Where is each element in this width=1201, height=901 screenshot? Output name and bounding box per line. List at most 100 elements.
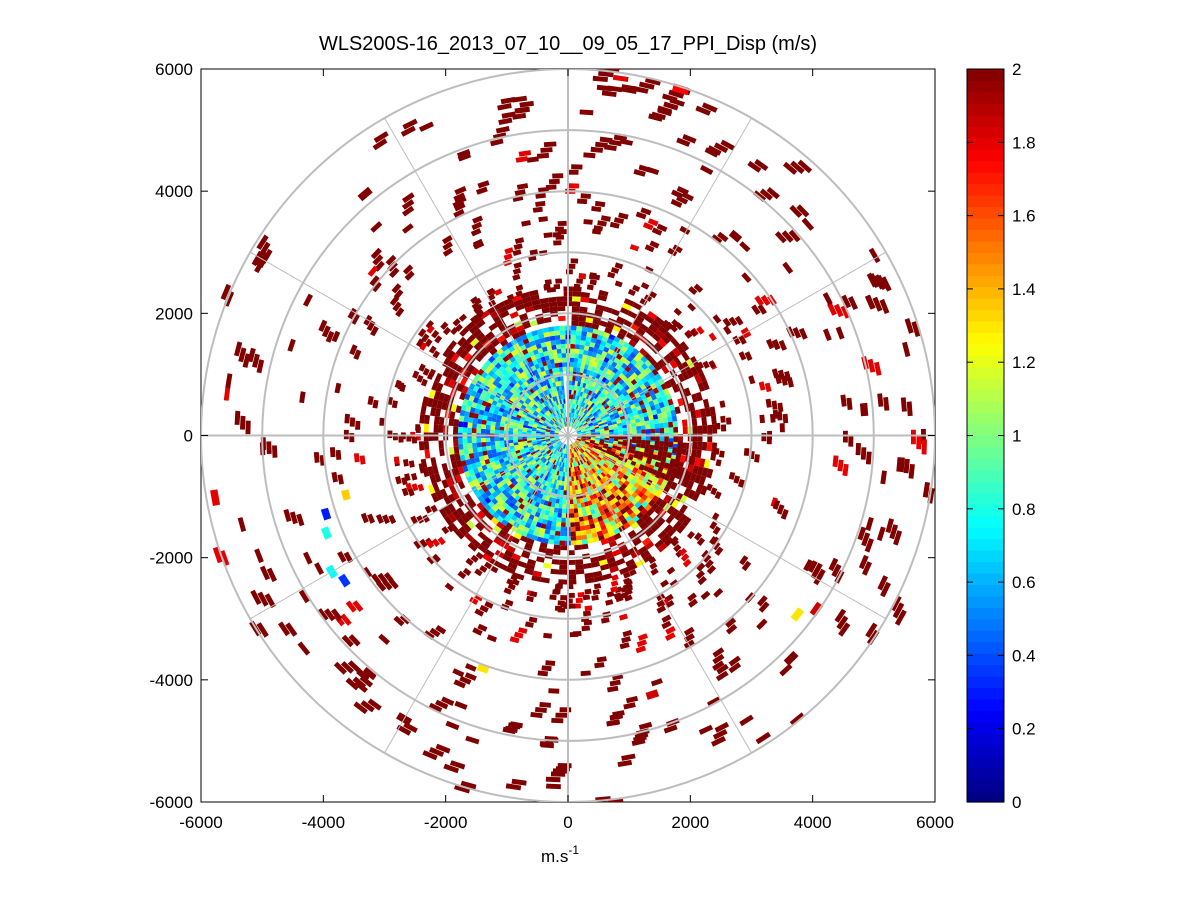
data-cell (562, 453, 565, 458)
data-cell (587, 538, 594, 544)
data-cell (570, 517, 575, 523)
data-cell (495, 463, 502, 469)
data-cell (632, 476, 639, 483)
data-cell (635, 558, 646, 568)
data-cell (630, 550, 641, 559)
data-cell (623, 298, 634, 307)
data-cell (707, 696, 721, 707)
data-cell (592, 372, 598, 378)
data-cell (570, 422, 573, 427)
data-cell (550, 502, 556, 508)
colorbar-step (967, 149, 1004, 162)
data-cell (922, 482, 930, 498)
data-cell (509, 327, 518, 336)
data-cell (524, 352, 531, 359)
data-cell (546, 442, 552, 446)
data-cell (576, 456, 580, 461)
data-cell (711, 736, 726, 747)
data-cell (534, 480, 540, 487)
data-cell (372, 138, 388, 151)
data-cell (513, 422, 519, 427)
data-cell (463, 416, 469, 423)
data-cell (621, 421, 627, 426)
data-cell (402, 264, 414, 275)
data-cell (472, 447, 478, 453)
data-cell (585, 388, 590, 395)
data-cell (862, 561, 872, 576)
data-cell (651, 332, 662, 342)
data-cell (509, 721, 523, 729)
data-cell (604, 413, 610, 418)
data-cell (400, 125, 416, 137)
data-cell (572, 301, 581, 307)
data-cell (883, 397, 890, 411)
data-cell (801, 217, 815, 231)
data-cell (631, 423, 637, 428)
data-cell (421, 333, 430, 343)
data-cell (601, 503, 608, 510)
data-cell (597, 495, 603, 502)
data-cell (597, 404, 603, 409)
data-cell (542, 360, 548, 367)
data-cell (580, 440, 586, 443)
data-cell (573, 390, 577, 395)
data-cell (558, 452, 561, 457)
data-cell (560, 462, 563, 467)
data-cell (457, 516, 467, 527)
data-cell (654, 461, 661, 468)
data-cell (637, 379, 644, 387)
data-cell (476, 387, 484, 395)
data-cell (711, 512, 720, 521)
data-cell (488, 376, 496, 384)
data-cell (547, 424, 552, 428)
data-cell (508, 442, 514, 447)
data-cell (219, 550, 230, 567)
data-cell (561, 417, 565, 423)
data-cell (550, 452, 554, 458)
data-cell (552, 425, 557, 429)
data-cell (551, 440, 556, 444)
data-cell (348, 634, 361, 647)
data-cell (517, 439, 523, 443)
data-cell (429, 747, 445, 757)
data-cell (640, 282, 650, 290)
data-cell (564, 449, 567, 454)
data-cell (370, 247, 382, 260)
data-cell (535, 457, 541, 463)
data-cell (657, 543, 668, 553)
data-cell (526, 432, 532, 435)
data-cell (534, 384, 540, 391)
data-cell (598, 289, 609, 297)
data-cell (496, 348, 504, 356)
data-cell (599, 405, 605, 411)
data-cell (433, 390, 441, 401)
data-cell (646, 508, 655, 517)
data-cell (548, 487, 553, 493)
data-cell (632, 436, 637, 440)
data-cell (675, 322, 684, 331)
data-cell (672, 244, 683, 254)
data-cell (632, 284, 641, 292)
data-cell (579, 367, 585, 374)
data-cell (788, 229, 801, 243)
data-cell (618, 379, 625, 385)
data-cell (526, 404, 532, 410)
data-cell (544, 279, 552, 285)
data-cell (573, 447, 576, 453)
data-cell (538, 333, 545, 339)
data-cell (434, 473, 442, 483)
data-cell (629, 512, 637, 520)
data-cell (510, 418, 516, 423)
data-cell (580, 670, 591, 677)
data-cell (502, 453, 508, 459)
data-cell (685, 471, 693, 481)
data-cell (598, 454, 604, 459)
data-cell (573, 457, 576, 463)
data-cell (389, 295, 400, 306)
data-cell (665, 514, 675, 525)
data-cell (622, 511, 630, 519)
data-cell (580, 396, 584, 402)
data-cell (394, 379, 402, 389)
data-cell (553, 386, 558, 392)
data-cell (720, 424, 727, 432)
